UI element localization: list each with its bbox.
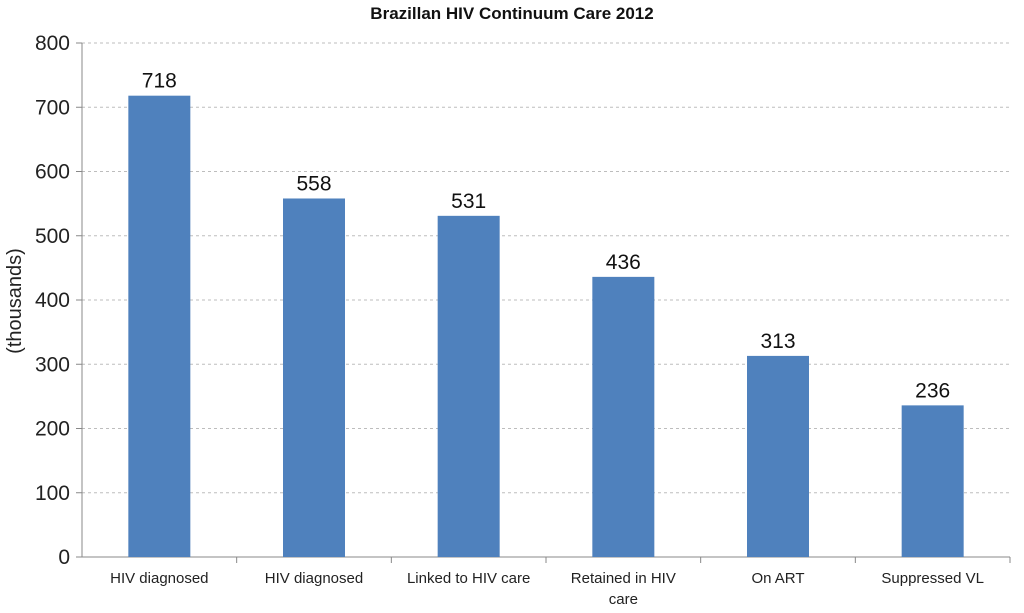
x-tick-label: Retained in HIV care [571,570,676,608]
bar [592,276,655,557]
data-label: 558 [296,172,331,195]
bar [128,95,191,557]
bar [283,198,345,558]
chart-title: Brazillan HIV Continuum Care 2012 [370,4,654,23]
y-axis-title: (thousands) [4,248,26,354]
data-label: 313 [760,330,795,353]
data-label: 436 [606,251,641,274]
x-tick-label: HIV diagnosed [265,570,363,587]
bar [437,215,500,557]
data-label: 718 [142,70,177,93]
y-tick-label: 400 [35,289,70,312]
y-tick-label: 700 [35,96,70,119]
y-tick-label: 500 [35,225,70,248]
x-tick-label: HIV diagnosed [110,570,208,587]
x-tick-label: On ART [751,570,804,587]
y-tick-label: 300 [35,353,70,376]
y-tick-label: 100 [35,482,70,505]
x-tick-label: Linked to HIV care [407,570,530,587]
y-tick-label: 0 [58,546,70,569]
y-tick-label: 800 [35,32,70,55]
data-label: 236 [915,379,950,402]
y-tick-label: 600 [35,161,70,184]
x-tick-label: Suppressed VL [881,570,984,587]
bar [901,405,964,557]
data-label: 531 [451,190,486,213]
bar [747,355,809,557]
y-tick-label: 200 [35,418,70,441]
